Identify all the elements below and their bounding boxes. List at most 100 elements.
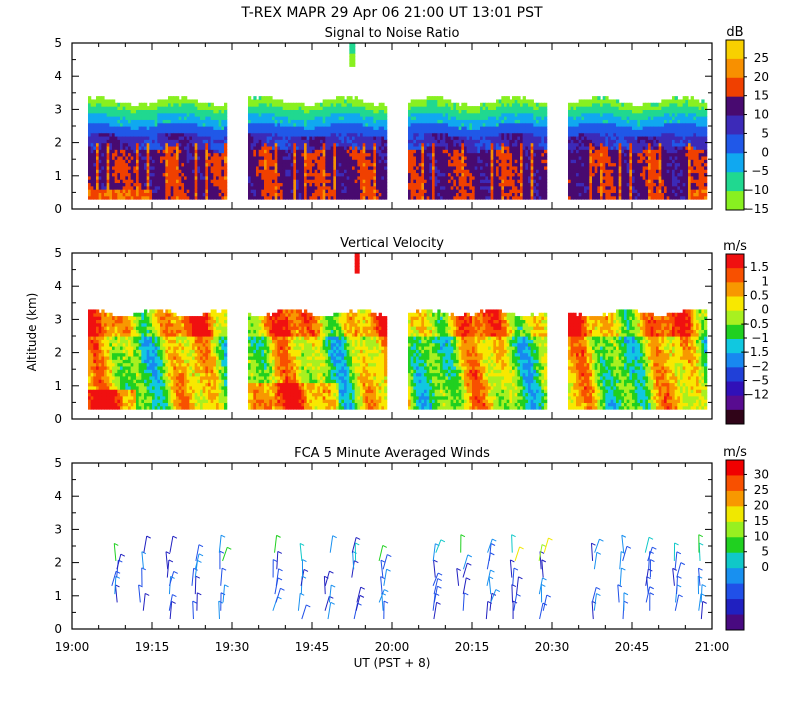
snr-cell [114, 145, 118, 150]
snr-cell [600, 169, 604, 174]
snr-cell [538, 116, 542, 120]
snr-cell [328, 106, 332, 110]
snr-cell [501, 96, 505, 101]
snr-cell [192, 155, 196, 160]
snr-cell [592, 102, 596, 107]
snr-cell [178, 185, 182, 190]
snr-cell [349, 116, 353, 120]
snr-cell [277, 189, 281, 193]
snr-cell [464, 132, 468, 137]
snr-cell [464, 189, 468, 193]
snr-cell [504, 129, 508, 134]
snr-cell [325, 165, 329, 170]
snr-cell [509, 119, 513, 124]
snr-cell [544, 135, 548, 140]
snr-cell [248, 169, 252, 174]
snr-cell [208, 132, 212, 137]
snr-cell [293, 126, 297, 130]
snr-cell [128, 135, 132, 140]
snr-cell [482, 165, 486, 170]
snr-cell [485, 142, 489, 147]
snr-cell [104, 99, 108, 104]
snr-cell [373, 192, 377, 197]
snr-cell [205, 175, 209, 180]
snr-cell [506, 155, 510, 160]
snr-cell [418, 102, 422, 107]
snr-cell [301, 102, 305, 107]
snr-cell [138, 159, 142, 164]
snr-cell [256, 132, 260, 137]
snr-cell [378, 149, 382, 154]
snr-cell [477, 162, 481, 167]
snr-cell [568, 182, 572, 187]
snr-cell [114, 102, 118, 107]
snr-cell [469, 139, 473, 144]
snr-cell [368, 192, 372, 197]
snr-cell [90, 126, 94, 130]
snr-cell [261, 145, 265, 150]
snr-cell [477, 169, 481, 174]
snr-cell [325, 119, 329, 124]
snr-cell [520, 175, 524, 180]
snr-cell [146, 142, 150, 147]
snr-cell [269, 145, 273, 150]
snr-cell [445, 152, 449, 157]
snr-cell [514, 96, 518, 101]
snr-cell [256, 135, 260, 140]
snr-cell [325, 149, 329, 154]
snr-cell [474, 185, 478, 190]
snr-cell [378, 122, 382, 127]
snr-cell [514, 162, 518, 167]
snr-cell [354, 106, 358, 110]
snr-cell [133, 169, 137, 174]
snr-cell [178, 179, 182, 184]
snr-cell [536, 126, 540, 130]
snr-cell [130, 139, 134, 144]
snr-cell [141, 135, 145, 140]
snr-cell [93, 149, 97, 154]
snr-cell [181, 112, 185, 117]
snr-cell [384, 106, 388, 110]
snr-cell [429, 162, 433, 167]
snr-cell [362, 159, 366, 164]
snr-cell [221, 109, 225, 114]
snr-cell [258, 179, 262, 184]
snr-cell [584, 109, 588, 114]
snr-cell [154, 139, 158, 144]
snr-cell [592, 99, 596, 104]
snr-cell [122, 159, 126, 164]
snr-cell [573, 112, 577, 117]
snr-cell [506, 99, 510, 104]
snr-cell [514, 122, 518, 127]
snr-cell [586, 102, 590, 107]
snr-cell [477, 182, 481, 187]
snr-cell [309, 145, 313, 150]
snr-cell [221, 165, 225, 170]
snr-cell [253, 189, 257, 193]
snr-cell [413, 126, 417, 130]
snr-cell [424, 99, 428, 104]
snr-cell [584, 175, 588, 180]
snr-cell [152, 122, 156, 127]
snr-cell [485, 179, 489, 184]
figure-title: T-REX MAPR 29 Apr 06 21:00 UT 13:01 PST [240, 5, 543, 21]
snr-cell [589, 165, 593, 170]
snr-cell [480, 129, 484, 134]
snr-cell [141, 112, 145, 117]
snr-cell [360, 159, 364, 164]
snr-cell [306, 169, 310, 174]
snr-cell [90, 129, 94, 134]
snr-cell [136, 149, 140, 154]
snr-cell [285, 192, 289, 197]
snr-cell [434, 175, 438, 180]
snr-cell [461, 189, 465, 193]
snr-cell [168, 165, 172, 170]
snr-cell [258, 172, 262, 177]
snr-cell [541, 189, 545, 193]
snr-cell [376, 109, 380, 114]
snr-cell [90, 192, 94, 197]
snr-cell [261, 182, 265, 187]
snr-cell [341, 152, 345, 157]
snr-cell [221, 175, 225, 180]
snr-cell [274, 175, 278, 180]
